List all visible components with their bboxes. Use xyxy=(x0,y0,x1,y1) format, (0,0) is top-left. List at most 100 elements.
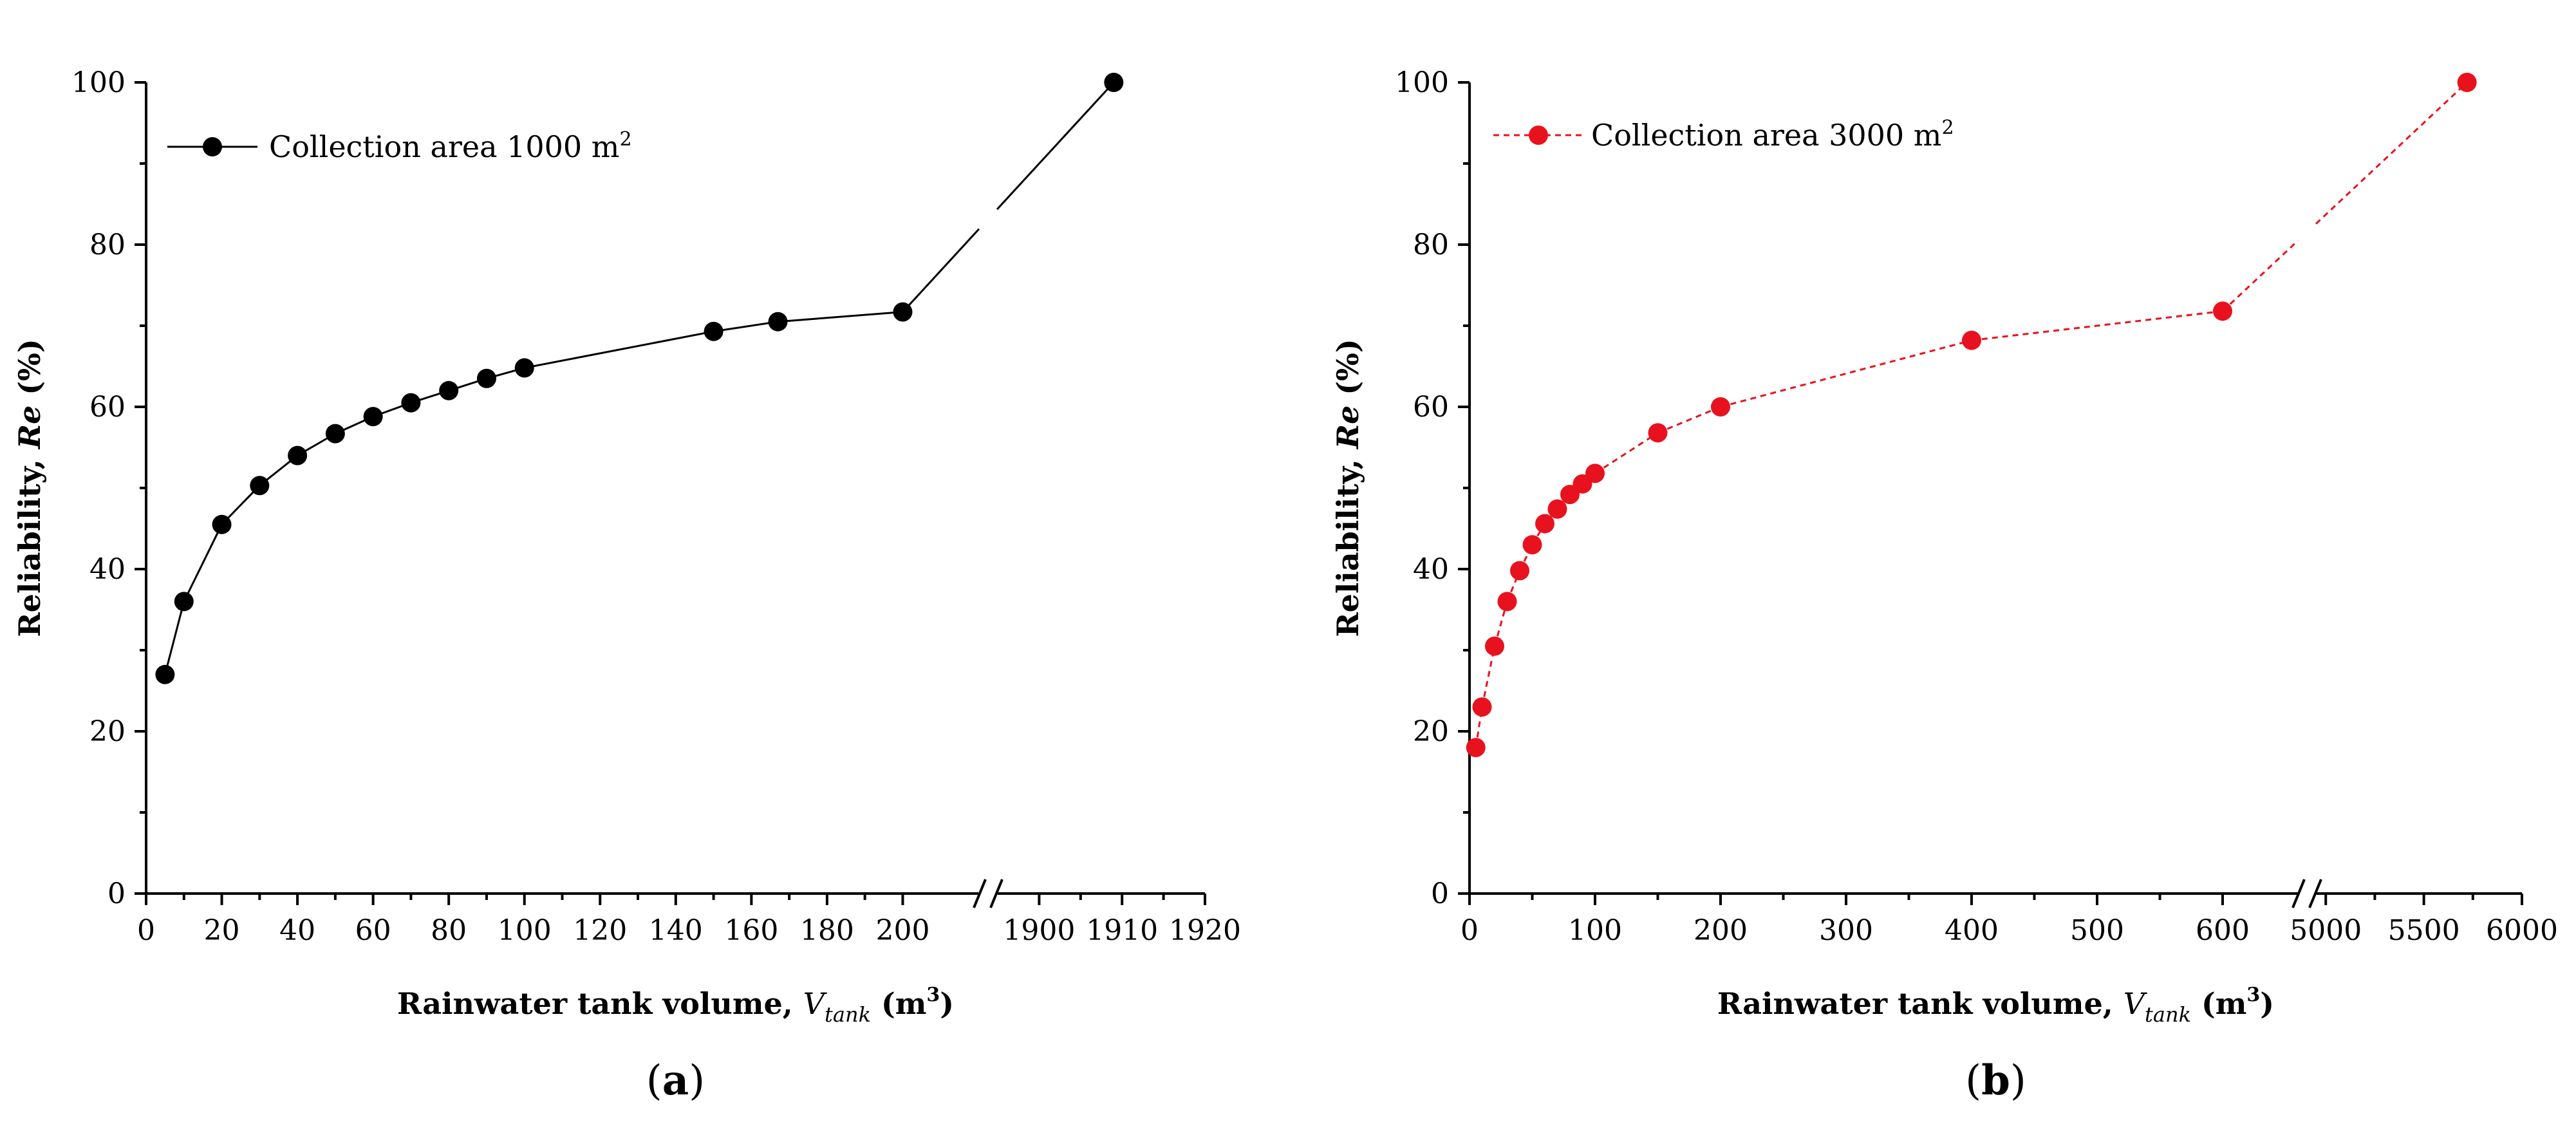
b-data-point xyxy=(1485,636,1504,656)
b-y-axis-title-main: Reliability, xyxy=(1330,449,1365,637)
a-x-tick-label: 1920 xyxy=(1169,914,1241,947)
a-panel-label-letter: a xyxy=(662,1056,689,1105)
b-x-axis-title-var: V xyxy=(2123,986,2148,1021)
a-x-tick-label: 80 xyxy=(431,914,467,947)
a-x-tick-label: 160 xyxy=(724,914,778,947)
a-data-point xyxy=(212,514,232,534)
b-x-axis-title-unit-close: ) xyxy=(2260,986,2274,1021)
b-x-tick-label: 300 xyxy=(1819,914,1873,947)
a-axis-break-mark xyxy=(989,879,1003,908)
a-x-axis-title-unit-sup: 3 xyxy=(926,984,940,1006)
b-data-point xyxy=(1472,697,1492,717)
a-data-point xyxy=(174,592,194,612)
a-y-tick-label: 40 xyxy=(89,553,126,586)
b-x-tick-label: 0 xyxy=(1461,914,1479,947)
b-legend-label-sup: 2 xyxy=(1941,117,1954,139)
b-x-tick-label: 200 xyxy=(1694,914,1748,947)
a-y-tick-label: 20 xyxy=(89,715,126,748)
b-series-line-segment xyxy=(2221,239,2299,312)
a-x-tick-label: 20 xyxy=(204,914,240,947)
a-y-axis-title-main: Reliability, xyxy=(12,449,47,637)
b-data-point xyxy=(1547,499,1567,519)
b-panel-label: (b) xyxy=(1965,1056,2026,1105)
a-legend-label-sup: 2 xyxy=(619,128,631,151)
b-series-line-segment xyxy=(1594,432,1659,474)
b-x-tick-label: 500 xyxy=(2070,914,2124,947)
b-x-tick-label: 400 xyxy=(1945,914,1999,947)
b-x-tick-label: 5000 xyxy=(2290,914,2362,947)
b-y-axis-title-var: Re xyxy=(1330,406,1365,451)
b-y-tick-label: 0 xyxy=(1431,877,1449,910)
a-x-axis-title-var: V xyxy=(803,986,828,1021)
a-series-line-segment xyxy=(902,228,980,313)
a-y-tick-label: 80 xyxy=(89,229,126,261)
b-data-point xyxy=(2213,301,2232,321)
a-panel-label-close: ) xyxy=(689,1057,705,1105)
b-y-tick-label: 80 xyxy=(1413,229,1449,261)
a-series-line-segment xyxy=(778,311,903,323)
b-data-point xyxy=(1648,423,1668,443)
chart-panel-a: 0 20 40 60 80 100 0 20 40 60 80 100 120 140 160 180 200 1… xyxy=(12,66,1241,1105)
a-x-tick-label: 40 xyxy=(279,914,315,947)
b-axis-break-mark xyxy=(2291,879,2306,908)
b-panel-label-letter: b xyxy=(1981,1056,2010,1105)
a-series-line-segment xyxy=(163,601,185,675)
a-data-point xyxy=(363,407,383,427)
b-legend-label-text: Collection area 3000 m xyxy=(1591,118,1941,153)
a-x-tick-label: 140 xyxy=(649,914,703,947)
a-y-axis-title-var: Re xyxy=(12,406,47,451)
b-legend-marker xyxy=(1529,126,1548,145)
b-series-line-segment xyxy=(1493,601,1508,647)
a-legend-label-text: Collection area 1000 m xyxy=(269,129,619,164)
a-x-tick-label: 200 xyxy=(875,914,929,947)
a-data-point xyxy=(893,302,913,322)
a-x-axis-title-main: Rainwater tank volume, xyxy=(397,986,803,1021)
a-series-line-segment xyxy=(524,330,714,369)
b-y-tick-label: 20 xyxy=(1413,715,1449,748)
a-panel-label: (a) xyxy=(646,1056,705,1105)
b-series-line-segment xyxy=(1481,646,1496,707)
b-y-axis-title-unit: (%) xyxy=(1330,339,1365,405)
a-panel-label-open: ( xyxy=(646,1057,662,1105)
b-x-axis-title-main: Rainwater tank volume, xyxy=(1717,986,2123,1021)
b-x-tick-label: 600 xyxy=(2196,914,2250,947)
b-data-point xyxy=(1535,514,1554,534)
b-x-tick-label: 5500 xyxy=(2388,914,2460,947)
b-x-tick-label: 100 xyxy=(1568,914,1622,947)
a-y-tick-label: 0 xyxy=(107,877,126,910)
b-y-axis-title: Reliability, Re (%) xyxy=(1330,339,1365,637)
b-series-line-segment xyxy=(2315,81,2468,225)
a-x-tick-label: 0 xyxy=(137,914,155,947)
b-x-axis-title: Rainwater tank volume, Vtank (m3) xyxy=(1717,984,2274,1027)
a-axis-break-mark xyxy=(973,879,987,908)
b-data-point xyxy=(1522,535,1542,555)
a-y-axis-title-unit: (%) xyxy=(12,339,47,405)
b-panel-label-close: ) xyxy=(2010,1057,2026,1105)
a-x-tick-label: 180 xyxy=(800,914,854,947)
a-x-tick-label: 1910 xyxy=(1086,914,1158,947)
b-data-point xyxy=(1466,738,1486,758)
a-x-tick-label: 100 xyxy=(498,914,552,947)
b-x-tick-label: 6000 xyxy=(2486,914,2558,947)
b-data-point xyxy=(1510,561,1529,581)
a-x-axis-title: Rainwater tank volume, Vtank (m3) xyxy=(397,984,954,1027)
a-series-line-segment xyxy=(713,321,778,333)
b-axis-break-mark xyxy=(2308,879,2322,908)
b-x-axis-title-unit-sup: 3 xyxy=(2246,984,2260,1006)
b-data-point xyxy=(1711,397,1730,417)
b-panel-label-open: ( xyxy=(1965,1057,1981,1105)
a-data-point xyxy=(325,424,345,444)
a-data-point xyxy=(514,358,534,378)
a-data-point xyxy=(476,368,496,388)
a-x-tick-label: 60 xyxy=(355,914,391,947)
a-data-point xyxy=(1104,73,1124,92)
b-x-axis-title-unit: (m xyxy=(2191,986,2246,1021)
b-data-point xyxy=(1497,592,1517,612)
a-y-axis-title: Reliability, Re (%) xyxy=(12,339,47,637)
b-x-axis-title-sub: tank xyxy=(2145,1002,2191,1027)
a-data-point xyxy=(155,664,175,684)
a-data-point xyxy=(288,445,308,465)
a-data-point xyxy=(704,321,723,341)
a-x-axis-title-sub: tank xyxy=(825,1002,871,1027)
